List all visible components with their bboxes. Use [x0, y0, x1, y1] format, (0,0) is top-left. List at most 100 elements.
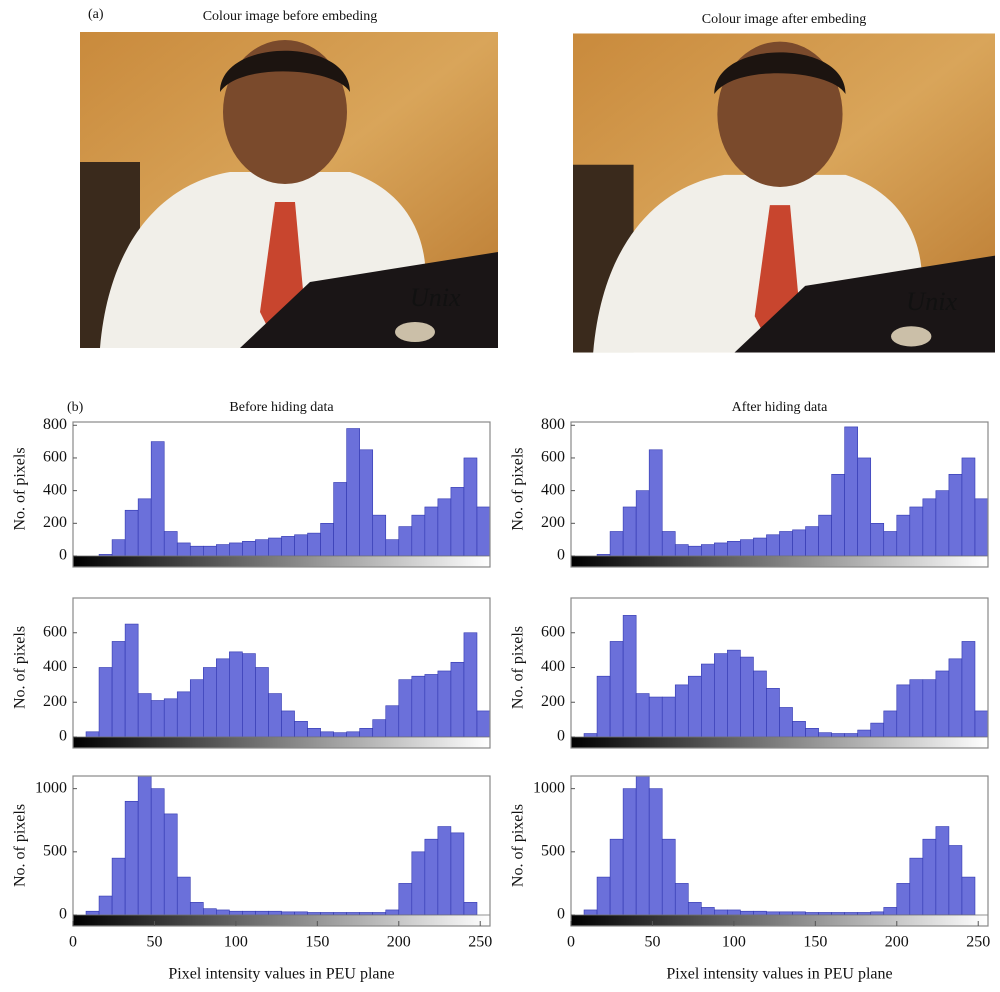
histogram-bar [385, 909, 400, 916]
histogram-bar [766, 688, 780, 738]
y-axis-label: No. of pixels [12, 447, 29, 530]
histogram-bar [111, 641, 126, 738]
histogram-bar [818, 732, 832, 738]
histogram-bar [281, 710, 295, 738]
histogram-bar [857, 457, 872, 557]
histogram-bar [909, 679, 924, 738]
x-tick-label: 250 [966, 934, 990, 951]
histogram-bar [609, 641, 624, 738]
histogram-bar [661, 531, 676, 557]
plot-frame [570, 597, 989, 749]
histogram-bar [320, 523, 334, 557]
histogram-bar [98, 667, 113, 738]
x-tick-label: 150 [803, 934, 827, 951]
histogram-bar [609, 838, 624, 916]
histogram-bar [163, 531, 178, 557]
histogram-bar [753, 910, 767, 916]
histogram-bar [255, 539, 269, 557]
histogram-bar [883, 710, 898, 738]
photo-before [80, 32, 498, 348]
y-tick-label: 800 [43, 416, 67, 433]
y-tick-label: 500 [43, 842, 67, 859]
histogram-bar [137, 775, 152, 916]
histogram-bar [189, 679, 204, 738]
histogram-bar [437, 670, 452, 738]
histogram-bar [974, 498, 989, 557]
histogram-bar [111, 857, 126, 916]
histogram-bar [596, 675, 611, 738]
histogram-bar [622, 788, 637, 916]
histogram-bar [320, 731, 334, 738]
y-tick-label: 200 [43, 693, 67, 710]
histogram-bar [476, 506, 491, 557]
histogram-bar [424, 838, 439, 916]
x-tick-label: 50 [146, 934, 162, 951]
y-tick-label: 0 [59, 728, 67, 745]
histogram-bar [150, 700, 165, 738]
histogram-bar [268, 910, 282, 916]
histogram-bar [844, 426, 858, 557]
histogram-bar [714, 909, 728, 916]
histogram-bar [176, 542, 191, 557]
y-tick-label: 0 [557, 906, 565, 923]
histogram-bar [961, 457, 976, 557]
histogram-bar [635, 490, 650, 557]
x-tick-label: 50 [644, 934, 660, 951]
histogram-bar [909, 857, 924, 916]
y-tick-label: 400 [43, 658, 67, 675]
histogram-bar [974, 710, 989, 738]
histogram-bar [753, 537, 767, 557]
histogram-bar [922, 838, 937, 916]
histogram-bar [870, 722, 885, 738]
y-tick-label: 1000 [35, 779, 67, 796]
histogram-bar [255, 910, 269, 916]
histogram-bar [935, 826, 950, 916]
histogram-bar [450, 832, 465, 916]
histogram-bar [333, 732, 347, 738]
histogram-bar [609, 531, 624, 557]
histogram-bar [961, 641, 976, 738]
x-tick-label: 250 [468, 934, 492, 951]
histogram-bar [818, 514, 832, 557]
x-tick-label: 150 [305, 934, 329, 951]
histogram-bar [229, 910, 243, 916]
histogram-bar [307, 728, 321, 738]
histogram-bar [961, 876, 976, 916]
histogram-bar [622, 615, 637, 738]
histogram-bar [896, 684, 911, 738]
histogram-bar [701, 544, 715, 557]
histogram-bar [124, 509, 139, 557]
histogram-bar [622, 506, 637, 557]
histogram-bar [727, 909, 741, 916]
histogram-bar [294, 911, 308, 916]
histogram-bar [727, 540, 741, 557]
histogram-bar [346, 428, 360, 557]
histogram-bar [766, 911, 780, 916]
y-tick-label: 400 [43, 481, 67, 498]
histogram-bar [948, 845, 963, 916]
x-tick-label: 0 [69, 934, 77, 951]
histogram-bar [372, 514, 387, 557]
y-tick-label: 200 [541, 693, 565, 710]
histogram-bar [935, 670, 950, 738]
histogram-bar [948, 658, 963, 738]
y-tick-label: 600 [541, 623, 565, 640]
image-caption: Colour image after embeding [702, 12, 866, 27]
histogram-bar [896, 883, 911, 916]
histogram-bar [268, 693, 282, 738]
histogram-bar [437, 498, 452, 557]
colorbar [72, 555, 491, 568]
plot-frame [570, 775, 989, 927]
histogram-bar [176, 876, 191, 916]
y-tick-label: 0 [557, 547, 565, 564]
histogram-bar [346, 731, 360, 738]
y-tick-label: 600 [541, 449, 565, 466]
histogram-bar [779, 531, 793, 557]
panel-label: (b) [67, 400, 84, 415]
histogram-bar [779, 911, 793, 916]
y-tick-label: 200 [541, 514, 565, 531]
histogram-bar [359, 728, 374, 738]
histogram-bar [831, 733, 845, 738]
